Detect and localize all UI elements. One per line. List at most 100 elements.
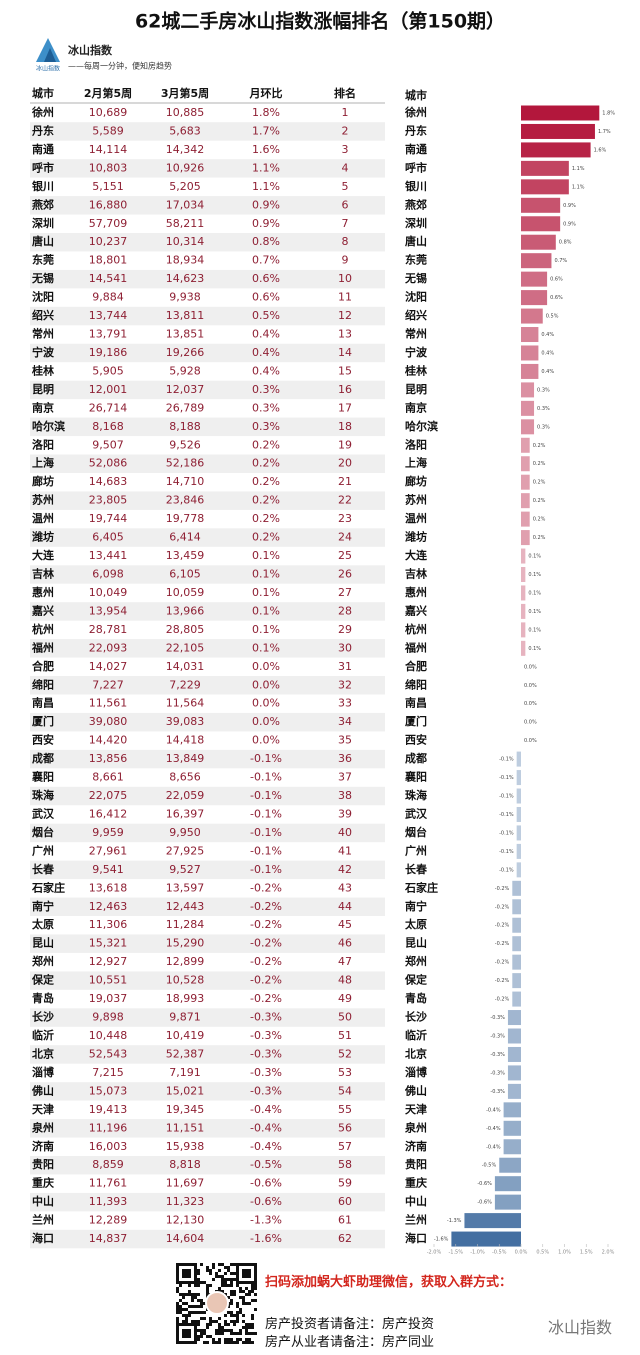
category-label: 中山: [405, 1194, 427, 1208]
qr-cell: [182, 1341, 185, 1344]
city-cell: 南京: [32, 400, 54, 414]
table-cell: 10,803: [89, 161, 128, 174]
row-shade: [30, 528, 385, 547]
qr-cell: [227, 1329, 230, 1332]
table-cell: 10,926: [166, 161, 205, 174]
table-cell: 57,709: [89, 217, 128, 230]
qr-cell: [176, 1317, 179, 1320]
column-header: 排名: [334, 86, 356, 100]
qr-cell: [194, 1320, 197, 1323]
qr-cell: [209, 1284, 212, 1287]
qr-cell: [188, 1311, 191, 1314]
table-cell: 52,543: [89, 1047, 128, 1060]
qr-cell: [236, 1317, 239, 1320]
value-label: 0.0%: [524, 720, 537, 726]
qr-cell: [200, 1302, 203, 1305]
qr-cell: [176, 1290, 179, 1293]
category-label: 泉州: [404, 1120, 427, 1134]
table-cell: 18,993: [166, 992, 205, 1005]
qr-cell: [188, 1335, 191, 1338]
qr-cell: [200, 1335, 203, 1338]
table-cell: 19,778: [166, 512, 205, 525]
city-cell: 惠州: [32, 585, 54, 599]
bar: [503, 1102, 521, 1118]
table-cell: 0.3%: [252, 401, 280, 414]
qr-cell: [212, 1341, 215, 1344]
qr-pattern: [176, 1263, 257, 1344]
table-cell: 13: [338, 328, 352, 341]
qr-cell: [236, 1332, 239, 1335]
category-label: 南昌: [405, 696, 427, 710]
qr-cell: [218, 1329, 221, 1332]
qr-cell: [230, 1281, 233, 1284]
bar: [516, 788, 521, 804]
qr-cell: [239, 1296, 242, 1299]
qr-cell: [254, 1278, 257, 1281]
qr-cell: [194, 1329, 197, 1332]
city-cell: 苏州: [32, 493, 54, 507]
row-shade: [30, 122, 385, 141]
table-cell: 27,961: [89, 844, 128, 857]
bar: [516, 825, 521, 841]
category-label: 天津: [405, 1102, 427, 1116]
city-cell: 哈尔滨: [32, 419, 65, 433]
table-cell: 39: [338, 807, 352, 820]
qr-cell: [194, 1266, 197, 1269]
city-cell: 东莞: [32, 253, 54, 267]
bar: [521, 511, 530, 527]
value-label: 0.6%: [550, 277, 563, 283]
row-shade: [30, 454, 385, 473]
bar: [521, 603, 526, 619]
table-cell: 5,905: [92, 364, 124, 377]
table-cell: 0.2%: [252, 438, 280, 451]
qr-cell: [254, 1269, 257, 1272]
city-cell: 北京: [32, 1046, 54, 1060]
table-cell: 0.1%: [252, 641, 280, 654]
table-cell: 9,950: [169, 826, 201, 839]
table-cell: 58,211: [166, 217, 205, 230]
qr-cell: [188, 1284, 191, 1287]
table-cell: 0.0%: [252, 678, 280, 691]
city-cell: 唐山: [32, 234, 54, 248]
table-cell: -0.2%: [250, 881, 282, 894]
table-cell: 16,412: [89, 807, 128, 820]
table-cell: 9,507: [92, 438, 124, 451]
category-label: 银川: [405, 179, 427, 193]
table-cell: 11,393: [89, 1195, 128, 1208]
qr-cell: [230, 1332, 233, 1335]
table-cell: -0.3%: [250, 1029, 282, 1042]
qr-cell: [206, 1290, 209, 1293]
qr-cell: [194, 1332, 197, 1335]
qr-cell: [242, 1326, 245, 1329]
table-cell: 19,186: [89, 346, 128, 359]
table-cell: 7,191: [169, 1066, 201, 1079]
qr-cell: [224, 1278, 227, 1281]
row-shade: [30, 380, 385, 400]
qr-cell: [233, 1293, 236, 1296]
city-cell: 南昌: [32, 696, 54, 710]
city-cell: 珠海: [32, 788, 54, 802]
city-cell: 常州: [32, 327, 54, 341]
bar: [516, 862, 521, 878]
table-cell: 0.0%: [252, 660, 280, 673]
bar: [521, 493, 530, 509]
table-cell: 46: [338, 937, 352, 950]
qr-cell: [206, 1323, 209, 1326]
qr-cell: [224, 1293, 227, 1296]
table-cell: -0.4%: [250, 1103, 282, 1116]
row-shade: [30, 565, 385, 584]
table-cell: 14,342: [166, 143, 205, 156]
qr-cell: [230, 1329, 233, 1332]
table-cell: 0.9%: [252, 217, 280, 230]
category-label: 佛山: [404, 1083, 427, 1097]
table-cell: 0.1%: [252, 568, 280, 581]
table-cell: -0.2%: [250, 992, 282, 1005]
qr-cell: [176, 1281, 179, 1284]
table-cell: -0.1%: [250, 826, 282, 839]
qr-cell: [230, 1338, 233, 1341]
qr-cell: [185, 1320, 188, 1323]
qr-cell: [251, 1317, 254, 1320]
qr-cell: [233, 1332, 236, 1335]
qr-cell: [194, 1269, 197, 1272]
qr-cell: [197, 1272, 200, 1275]
